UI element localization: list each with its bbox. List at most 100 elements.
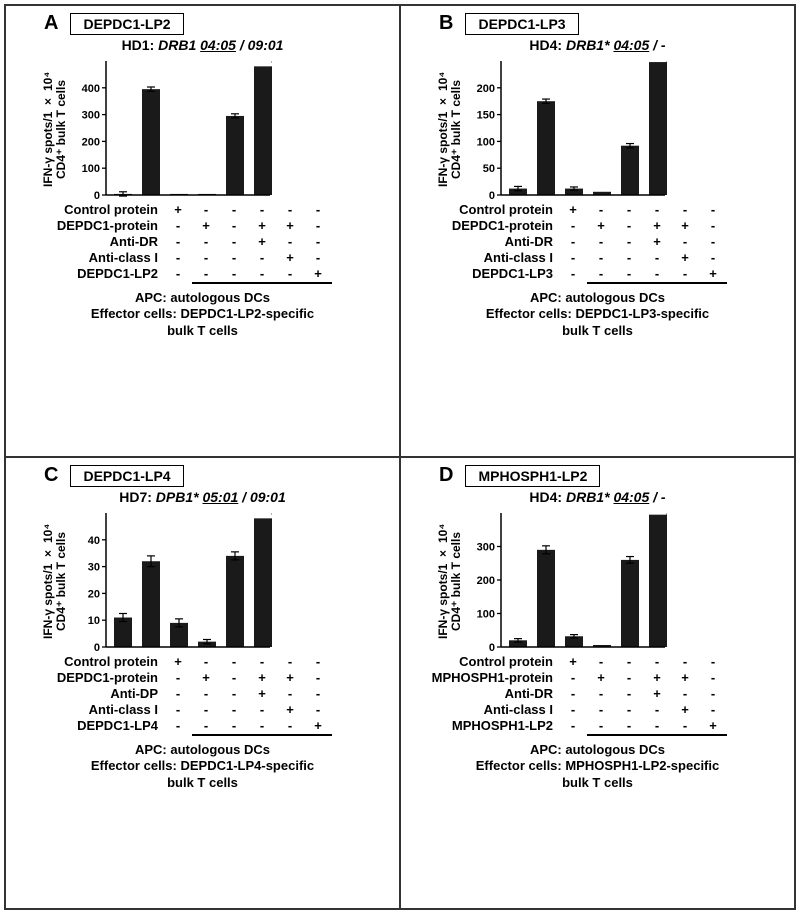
condition-value: - [304, 702, 332, 717]
condition-value: + [276, 702, 304, 717]
condition-value: - [220, 250, 248, 265]
svg-text:200: 200 [477, 575, 495, 587]
condition-value: + [276, 250, 304, 265]
condition-row: Anti-DR---+-- [431, 233, 784, 249]
condition-value: + [643, 670, 671, 685]
condition-rule [192, 734, 332, 736]
condition-label: Anti-class I [431, 250, 559, 265]
svg-text:>: > [666, 511, 667, 524]
condition-value: + [671, 670, 699, 685]
condition-value: - [615, 702, 643, 717]
condition-value: - [164, 234, 192, 249]
condition-value: + [276, 670, 304, 685]
condition-value: - [615, 670, 643, 685]
condition-value: - [192, 718, 220, 733]
condition-value: + [248, 686, 276, 701]
condition-value: - [276, 266, 304, 281]
condition-value: + [587, 218, 615, 233]
condition-value: - [559, 266, 587, 281]
condition-value: - [643, 250, 671, 265]
condition-table: Control protein+-----DEPDC1-protein-+-++… [36, 201, 389, 284]
condition-value: - [587, 266, 615, 281]
condition-value: + [248, 670, 276, 685]
condition-value: - [671, 266, 699, 281]
condition-row: DEPDC1-protein-+-++- [431, 217, 784, 233]
panel-D: DMPHOSPH1-LP2HD4: DRB1* 04:05 / -IFN-γ s… [400, 457, 795, 909]
condition-value: - [304, 218, 332, 233]
condition-table: Control protein+-----DEPDC1-protein-+-++… [36, 653, 389, 736]
condition-row: DEPDC1-LP4-----+ [36, 717, 389, 733]
condition-value: - [587, 234, 615, 249]
condition-value: - [559, 718, 587, 733]
condition-value: - [559, 702, 587, 717]
condition-value: + [699, 266, 727, 281]
condition-row: Anti-class I----+- [36, 701, 389, 717]
condition-table: Control protein+-----DEPDC1-protein-+-++… [431, 201, 784, 284]
condition-value: - [587, 654, 615, 669]
condition-rule [587, 734, 727, 736]
condition-value: - [192, 202, 220, 217]
condition-value: - [220, 670, 248, 685]
condition-value: + [304, 266, 332, 281]
condition-label: Control protein [431, 202, 559, 217]
donor-genotype: HD4: DRB1* 04:05 / - [411, 37, 784, 53]
condition-value: - [304, 234, 332, 249]
bar-chart: 050100150200> [467, 59, 667, 199]
condition-label: Control protein [36, 202, 164, 217]
condition-value: + [164, 202, 192, 217]
condition-rule [192, 282, 332, 284]
svg-text:0: 0 [94, 642, 100, 651]
condition-value: + [248, 234, 276, 249]
panel-title-box: MPHOSPH1-LP2 [465, 465, 600, 487]
condition-value: - [643, 202, 671, 217]
condition-value: + [559, 202, 587, 217]
condition-value: - [304, 250, 332, 265]
svg-text:0: 0 [489, 190, 495, 199]
condition-value: + [559, 654, 587, 669]
condition-value: - [699, 686, 727, 701]
condition-label: DEPDC1-protein [36, 670, 164, 685]
condition-value: - [671, 718, 699, 733]
condition-row: Control protein+----- [36, 653, 389, 669]
condition-value: + [248, 218, 276, 233]
condition-value: - [615, 654, 643, 669]
condition-row: Anti-class I----+- [36, 249, 389, 265]
svg-text:400: 400 [82, 83, 100, 95]
condition-value: - [615, 266, 643, 281]
svg-text:200: 200 [477, 83, 495, 95]
condition-label: Anti-class I [36, 250, 164, 265]
condition-value: - [559, 686, 587, 701]
bar-chart: 0100200300> [467, 511, 667, 651]
bar-chart: 010203040> [72, 511, 272, 651]
donor-genotype: HD1: DRB1 04:05 / 09:01 [16, 37, 389, 53]
condition-value: + [192, 670, 220, 685]
condition-value: - [248, 718, 276, 733]
condition-value: + [671, 702, 699, 717]
condition-value: - [276, 234, 304, 249]
condition-row: DEPDC1-protein-+-++- [36, 217, 389, 233]
panel-A: ADEPDC1-LP2HD1: DRB1 04:05 / 09:01IFN-γ … [5, 5, 400, 457]
condition-rule [587, 282, 727, 284]
panel-letter: C [44, 464, 58, 487]
condition-value: - [248, 250, 276, 265]
condition-value: - [220, 686, 248, 701]
condition-value: - [304, 686, 332, 701]
condition-value: - [671, 202, 699, 217]
y-axis-label: IFN-γ spots/1 × 10⁴CD4⁺ bulk T cells [42, 511, 68, 651]
condition-label: Anti-DP [36, 686, 164, 701]
condition-row: DEPDC1-LP2-----+ [36, 265, 389, 281]
condition-row: Anti-DR---+-- [36, 233, 389, 249]
svg-text:0: 0 [489, 642, 495, 651]
condition-value: - [164, 718, 192, 733]
condition-value: - [643, 654, 671, 669]
condition-value: - [615, 234, 643, 249]
condition-value: + [276, 218, 304, 233]
condition-value: - [587, 702, 615, 717]
condition-value: - [671, 654, 699, 669]
condition-value: - [220, 266, 248, 281]
condition-value: - [164, 266, 192, 281]
panel-footer: APC: autologous DCsEffector cells: DEPDC… [411, 290, 784, 341]
svg-text:100: 100 [477, 609, 495, 621]
condition-value: - [615, 718, 643, 733]
condition-value: - [164, 250, 192, 265]
